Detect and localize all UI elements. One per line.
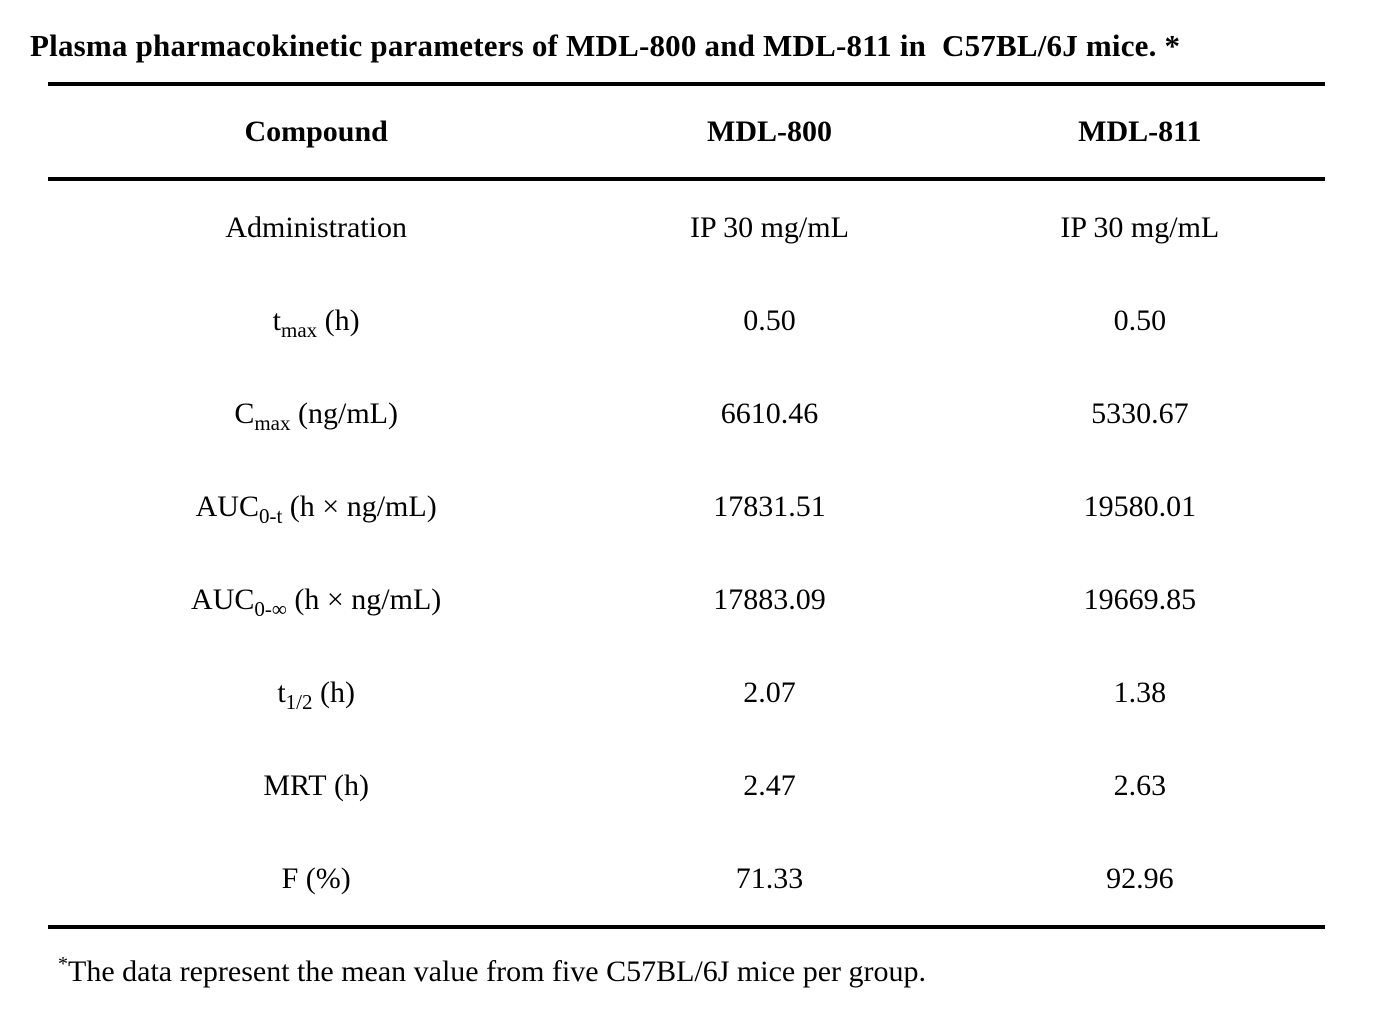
param-label: Administration xyxy=(48,210,584,246)
param-label: Cmax (ng/mL) xyxy=(48,396,584,435)
param-label: MRT (h) xyxy=(48,768,584,804)
mdl811-value: 2.63 xyxy=(1113,768,1167,802)
param-base: MRT xyxy=(263,768,327,802)
table-row-tmax: tmax (h) 0.50 0.50 xyxy=(48,274,1325,367)
mdl811-value: IP 30 mg/mL xyxy=(1060,210,1220,244)
param-sub: 1/2 xyxy=(285,689,313,714)
mdl800-value: 17883.09 xyxy=(713,582,826,616)
mdl800-value: 0.50 xyxy=(743,303,796,337)
header-compound: Compound xyxy=(244,114,388,148)
header-mdl811: MDL-811 xyxy=(1078,114,1202,148)
mdl811-value: 5330.67 xyxy=(1091,396,1189,430)
bottom-rule xyxy=(48,925,1325,929)
header-rule xyxy=(48,177,1325,181)
mdl800-value: IP 30 mg/mL xyxy=(690,210,849,244)
param-rest: (h) xyxy=(317,303,360,337)
param-base: t xyxy=(277,675,286,709)
param-base: F xyxy=(281,861,299,895)
mdl811-value: 19669.85 xyxy=(1083,582,1197,616)
param-sub: 0-t xyxy=(258,503,283,528)
param-rest: (ng/mL) xyxy=(290,396,398,430)
footnote-asterisk: * xyxy=(58,953,68,975)
table-row-thalf: t1/2 (h) 2.07 1.38 xyxy=(48,646,1325,739)
mdl811-value: 0.50 xyxy=(1113,303,1167,337)
param-sub: max xyxy=(254,410,291,435)
table-row-cmax: Cmax (ng/mL) 6610.46 5330.67 xyxy=(48,367,1325,460)
param-rest: (h × ng/mL) xyxy=(286,582,442,616)
param-label: AUC0-∞ (h × ng/mL) xyxy=(48,582,584,621)
table-row-auc0inf: AUC0-∞ (h × ng/mL) 17883.09 19669.85 xyxy=(48,553,1325,646)
table-row-auc0t: AUC0-t (h × ng/mL) 17831.51 19580.01 xyxy=(48,460,1325,553)
mdl811-value: 19580.01 xyxy=(1083,489,1197,523)
param-rest: (h) xyxy=(312,675,355,709)
header-row: Compound MDL-800 MDL-811 xyxy=(48,86,1325,177)
pk-parameters-table: Compound MDL-800 MDL-811 Administration … xyxy=(48,82,1325,929)
table-title: Plasma pharmacokinetic parameters of MDL… xyxy=(30,28,1181,63)
param-label: F (%) xyxy=(48,861,584,897)
param-sub: 0-∞ xyxy=(254,596,287,621)
table-row-mrt: MRT (h) 2.47 2.63 xyxy=(48,739,1325,832)
param-rest: (h) xyxy=(326,768,370,802)
param-base: t xyxy=(272,303,282,337)
mdl800-value: 2.47 xyxy=(743,768,796,802)
param-rest: (h × ng/mL) xyxy=(282,489,437,523)
mdl811-value: 1.38 xyxy=(1113,675,1167,709)
mdl800-value: 17831.51 xyxy=(713,489,826,523)
mdl800-value: 2.07 xyxy=(743,675,796,709)
top-rule xyxy=(48,82,1325,86)
param-rest: (%) xyxy=(298,861,351,895)
param-base: C xyxy=(234,396,255,430)
mdl800-value: 71.33 xyxy=(735,861,804,895)
table-row-f: F (%) 71.33 92.96 xyxy=(48,832,1325,925)
footnote-text: The data represent the mean value from f… xyxy=(68,955,927,988)
param-base: Administration xyxy=(225,210,407,244)
header-mdl800: MDL-800 xyxy=(707,114,832,148)
footnote: *The data represent the mean value from … xyxy=(58,953,1344,989)
mdl811-value: 92.96 xyxy=(1106,861,1174,895)
param-label: t1/2 (h) xyxy=(48,675,584,714)
param-base: AUC xyxy=(191,582,255,616)
param-label: tmax (h) xyxy=(48,303,584,342)
param-sub: max xyxy=(281,317,318,342)
mdl800-value: 6610.46 xyxy=(720,396,819,430)
param-label: AUC0-t (h × ng/mL) xyxy=(48,489,584,528)
table-row-administration: Administration IP 30 mg/mL IP 30 mg/mL xyxy=(48,181,1325,274)
param-base: AUC xyxy=(195,489,259,523)
